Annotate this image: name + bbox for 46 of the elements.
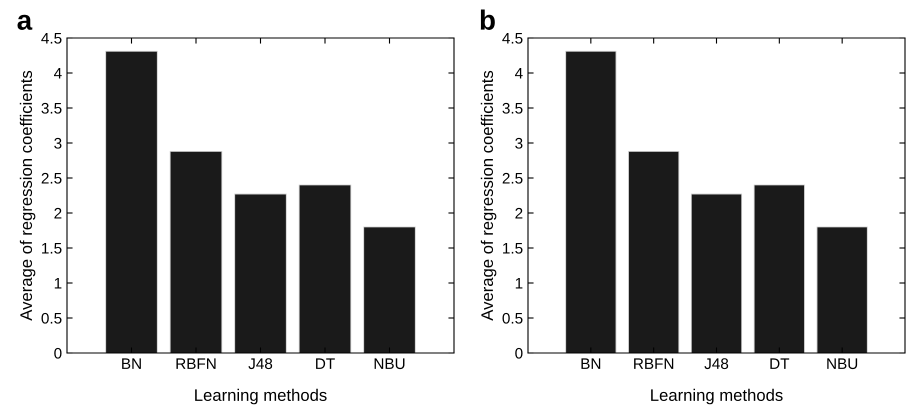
y-tick-label: 1 <box>516 278 522 289</box>
y-axis-title: Average of regression coefficients <box>20 70 36 321</box>
bar <box>170 150 222 353</box>
chart-title: b <box>480 10 495 30</box>
y-tick-label: 4 <box>54 68 62 79</box>
x-axis-title: Learning methods <box>651 388 783 404</box>
bar <box>754 184 805 353</box>
y-axis-title: Average of regression coefficients <box>480 70 496 321</box>
y-tick-label: 2 <box>54 208 62 219</box>
bar <box>690 194 742 353</box>
y-tick-label: 4.5 <box>41 33 62 44</box>
chart-title: a <box>18 14 32 30</box>
y-tick-label: 1 <box>54 278 62 289</box>
y-tick-label: 3.5 <box>502 102 522 114</box>
x-tick-label: DT <box>316 358 335 369</box>
x-tick-label: DT <box>770 358 790 369</box>
x-tick-label: J48 <box>704 358 728 370</box>
bar <box>363 226 416 353</box>
bar <box>816 226 868 353</box>
y-tick-label: 2 <box>515 208 522 219</box>
bar <box>565 50 616 353</box>
y-tick-label: 2.5 <box>502 172 522 184</box>
y-tick-label: 0.5 <box>42 312 62 324</box>
y-tick-label: 2.5 <box>42 172 62 184</box>
x-tick-label: NBU <box>827 358 858 370</box>
bar <box>234 194 287 353</box>
bar <box>105 50 158 353</box>
bar <box>628 150 680 353</box>
y-tick-label: 0 <box>515 348 523 359</box>
x-tick-label: BN <box>581 358 600 369</box>
x-tick-label: RBFN <box>176 358 216 369</box>
bar <box>298 184 352 353</box>
x-axis-title: Learning methods <box>195 388 327 404</box>
y-tick-label: 0.5 <box>502 312 522 324</box>
x-tick-label: J48 <box>248 358 272 370</box>
y-tick-label: 3 <box>54 138 62 149</box>
y-tick-label: 4.5 <box>502 33 522 44</box>
x-tick-label: RBFN <box>634 358 674 369</box>
y-tick-label: 3.5 <box>41 102 62 114</box>
y-tick-label: 1.5 <box>42 243 62 254</box>
y-tick-label: 4 <box>514 68 523 79</box>
y-tick-label: 1.5 <box>503 243 522 254</box>
y-tick-label: 3 <box>515 138 522 149</box>
y-tick-label: 0 <box>54 348 62 359</box>
x-tick-label: NBU <box>374 358 404 370</box>
x-tick-label: BN <box>122 358 141 369</box>
